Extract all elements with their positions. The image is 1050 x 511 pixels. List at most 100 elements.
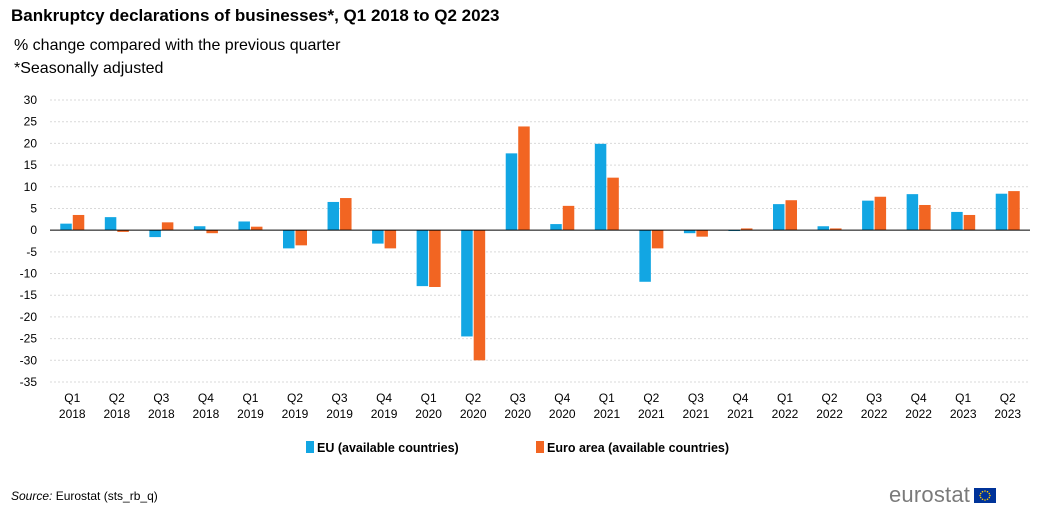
y-tick-label: 25 [24,115,38,129]
bar-eu [505,153,518,231]
bar-eu [461,230,473,337]
x-tick-label-quarter: Q4 [732,391,748,405]
bar-eu [773,204,785,231]
x-tick-label-year: 2021 [638,407,665,421]
bar-euro-area [518,126,530,231]
bar-euro-area [206,230,218,234]
bar-euro-area [72,214,85,231]
bar-euro-area [919,204,931,231]
x-tick-label-quarter: Q2 [1000,391,1016,405]
bar-eu [149,230,161,238]
y-tick-label: 5 [30,201,37,215]
bar-euro-area [429,230,441,287]
x-tick-label-year: 2021 [727,407,754,421]
x-tick-label-year: 2022 [905,407,932,421]
bar-eu [238,221,250,231]
y-tick-label: -30 [20,353,38,367]
y-tick-label: -20 [20,310,38,324]
x-tick-label-quarter: Q4 [554,391,570,405]
x-tick-label-year: 2022 [861,407,888,421]
y-tick-label: -35 [20,375,38,389]
bar-eu [327,201,340,231]
y-tick-label: -25 [20,332,38,346]
x-tick-label-year: 2021 [683,407,710,421]
bar-euro-area [250,226,263,231]
bar-eu [906,194,919,231]
bar-euro-area [874,196,887,231]
legend-eu-swatch [306,441,314,453]
y-tick-label: -10 [20,267,38,281]
x-tick-label-quarter: Q4 [376,391,392,405]
x-tick-label-quarter: Q1 [242,391,258,405]
x-tick-label-year: 2019 [326,407,353,421]
x-tick-label-year: 2019 [371,407,398,421]
bar-euro-area [651,230,664,249]
bar-eu [104,217,117,231]
bar-eu [283,230,295,249]
x-tick-label-quarter: Q2 [109,391,125,405]
x-tick-label-year: 2019 [282,407,309,421]
x-tick-label-year: 2020 [549,407,576,421]
bar-euro-area [1008,191,1020,231]
bar-eu [817,226,830,231]
source-label: Source: [11,489,53,503]
eu-flag-icon [974,487,997,503]
bar-eu [550,224,562,231]
x-tick-label-quarter: Q3 [332,391,348,405]
legend-euro-area-swatch [536,441,544,453]
y-tick-label: 0 [30,223,37,237]
source-note: Source: Eurostat (sts_rb_q) [11,489,158,503]
x-tick-label-year: 2020 [460,407,487,421]
x-tick-label-quarter: Q2 [465,391,481,405]
x-tick-label-quarter: Q3 [866,391,882,405]
x-tick-label-year: 2021 [593,407,620,421]
bar-eu [594,143,607,231]
x-tick-label-quarter: Q1 [421,391,437,405]
x-tick-label-year: 2019 [237,407,264,421]
y-tick-label: 30 [24,93,38,107]
y-tick-label: 10 [24,180,38,194]
y-tick-label: 20 [24,136,38,150]
chart-note: *Seasonally adjusted [14,60,164,77]
x-tick-label-year: 2020 [504,407,531,421]
x-tick-label-year: 2018 [59,407,86,421]
bar-euro-area [161,222,174,231]
x-tick-label-quarter: Q2 [822,391,838,405]
bar-eu [639,230,651,282]
x-tick-label-quarter: Q3 [688,391,704,405]
bar-euro-area [117,230,129,232]
legend-eu-label: EU (available countries) [317,441,459,455]
eurostat-logo: eurostat [889,482,997,508]
logo-text: eurostat [889,482,971,507]
bar-euro-area [696,230,708,237]
x-tick-label-quarter: Q2 [287,391,303,405]
bar-euro-area [740,228,753,231]
chart-subtitle: % change compared with the previous quar… [14,37,341,54]
bar-eu [372,230,384,244]
y-tick-label: -5 [26,245,37,259]
bar-eu [862,200,874,231]
bar-eu [951,211,963,231]
bar-chart: 30 25 20 15 10 5 0 -5 -10 -15 -20 -25 -30 -35 Q1 2018 Q2… [20,93,1030,455]
x-tick-label-year: 2022 [772,407,799,421]
y-tick-label: -15 [20,288,38,302]
bar-eu [995,193,1008,231]
x-tick-label-year: 2018 [193,407,220,421]
bar-euro-area [607,177,619,231]
bar-euro-area [473,230,486,361]
bar-euro-area [830,228,842,231]
x-tick-label-year: 2018 [103,407,130,421]
x-tick-label-year: 2022 [816,407,843,421]
source-text: Eurostat (sts_rb_q) [55,489,158,503]
x-tick-label-quarter: Q1 [599,391,615,405]
bar-euro-area [384,230,397,249]
chart-title: Bankruptcy declarations of businesses*, … [11,6,500,25]
bar-euro-area [295,230,307,246]
bar-euro-area [562,205,575,231]
x-tick-label-year: 2023 [950,407,977,421]
x-tick-label-quarter: Q1 [64,391,80,405]
bar-eu [683,230,696,234]
bar-eu [416,230,429,287]
legend-euro-area-label: Euro area (available countries) [547,441,729,455]
x-tick-label-quarter: Q4 [198,391,214,405]
